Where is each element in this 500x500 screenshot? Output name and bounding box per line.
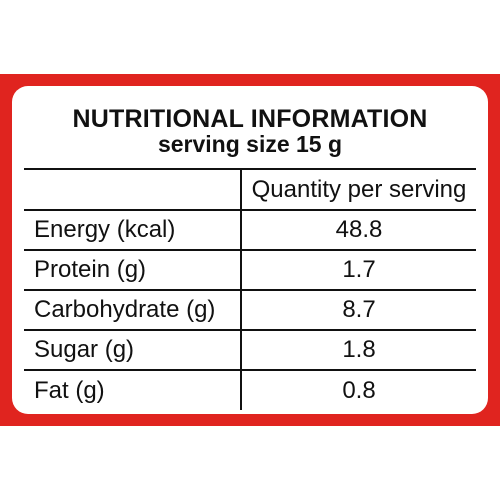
serving-size: serving size 15 g: [157, 131, 343, 157]
table-row: Fat (g) 0.8: [24, 369, 476, 410]
nutrient-name: Fat (g): [24, 369, 242, 410]
nutrient-value: 48.8: [240, 209, 476, 251]
nutrient-value: 1.8: [240, 329, 476, 371]
table-row: Carbohydrate (g) 8.7: [24, 289, 476, 331]
label-frame: NUTRITIONAL INFORMATION serving size 15 …: [0, 74, 500, 426]
nutrient-value: 8.7: [240, 289, 476, 331]
nutrient-name: Protein (g): [24, 249, 242, 291]
nutrient-value: 0.8: [240, 369, 476, 410]
nutrient-value: 1.7: [240, 249, 476, 291]
nutrient-name: Carbohydrate (g): [24, 289, 242, 331]
table-row: Sugar (g) 1.8: [24, 329, 476, 371]
nutrition-panel: NUTRITIONAL INFORMATION serving size 15 …: [12, 86, 488, 414]
table-row: Energy (kcal) 48.8: [24, 209, 476, 251]
header-empty-cell: [24, 170, 242, 211]
nutrient-name: Energy (kcal): [24, 209, 242, 251]
column-header: Quantity per serving: [240, 170, 476, 211]
table-row: Protein (g) 1.7: [24, 249, 476, 291]
label-header: NUTRITIONAL INFORMATION serving size 15 …: [24, 94, 476, 170]
nutrition-table: Quantity per serving Energy (kcal) 48.8 …: [24, 170, 476, 410]
table-header-row: Quantity per serving: [24, 170, 476, 211]
nutrient-name: Sugar (g): [24, 329, 242, 371]
label-title: NUTRITIONAL INFORMATION: [72, 105, 428, 133]
